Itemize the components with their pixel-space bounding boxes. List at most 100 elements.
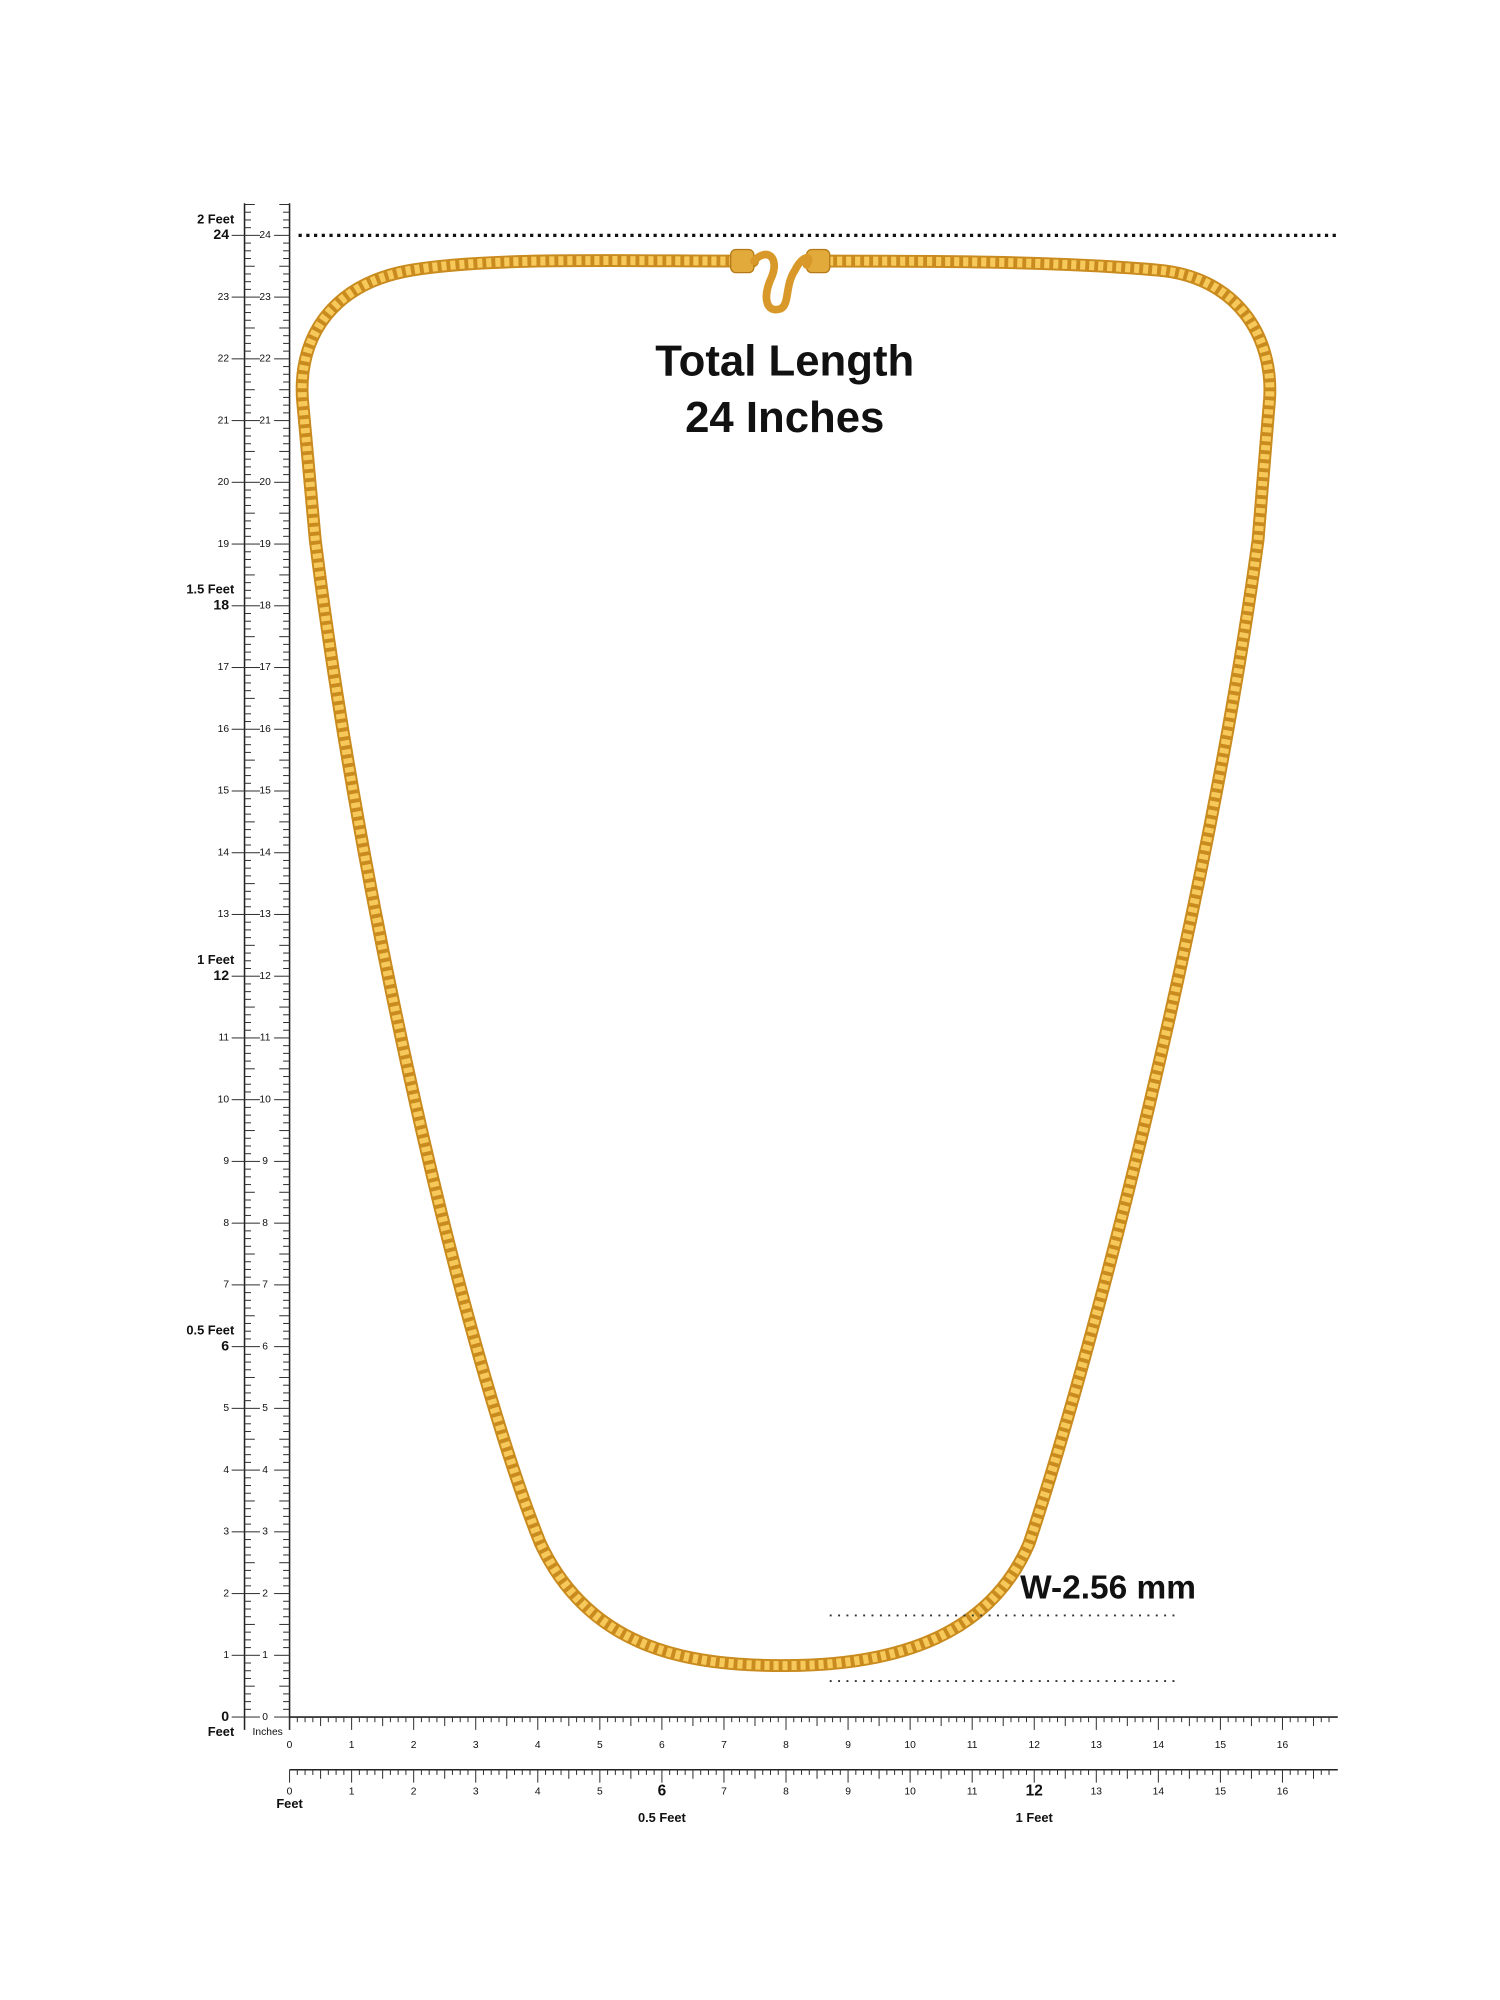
ruler-label: 19 [218, 539, 230, 550]
ruler-label: 21 [218, 415, 230, 426]
ruler-label: 15 [218, 786, 230, 797]
ruler-label: 7 [721, 1786, 727, 1797]
ruler-label: 4 [535, 1740, 541, 1751]
rulers: 0123456789101112131415161718192021222324… [186, 203, 1338, 1825]
ruler-label: 3 [473, 1786, 479, 1797]
ruler-label: 9 [845, 1786, 851, 1797]
ruler-label: 16 [1277, 1786, 1289, 1797]
clasp-hook [750, 250, 813, 314]
ruler-label: 8 [262, 1218, 268, 1229]
ruler-label: 14 [259, 847, 271, 858]
ruler-label: 18 [259, 601, 271, 612]
ruler-label: 1 [349, 1786, 355, 1797]
ruler-label: 10 [904, 1740, 916, 1751]
ruler-label: 0 [221, 1708, 229, 1724]
ruler-label: 5 [597, 1740, 603, 1751]
ruler-label: 8 [223, 1218, 229, 1229]
ruler-label: 2 [262, 1588, 268, 1599]
ruler-label: 12 [213, 967, 229, 983]
title-line: Total Length [655, 337, 914, 386]
ruler-label: 23 [218, 292, 230, 303]
ruler-label: 6 [262, 1341, 268, 1352]
ruler-label: 12 [259, 971, 271, 982]
ruler-label: 13 [1091, 1740, 1103, 1751]
ruler-label: 18 [213, 597, 229, 613]
ruler-label: 20 [259, 477, 271, 488]
ruler-label: 7 [262, 1280, 268, 1291]
ruler-label: 16 [218, 724, 230, 735]
ruler-label: 1 [349, 1740, 355, 1751]
ruler-label: 4 [262, 1465, 268, 1476]
ruler-label: 2 [411, 1740, 417, 1751]
ruler-label: 10 [259, 1094, 271, 1105]
ruler-label: 22 [218, 354, 230, 365]
ruler-label: 15 [1215, 1740, 1227, 1751]
ruler-label: 6 [221, 1337, 229, 1353]
ruler-label: 1 [262, 1650, 268, 1661]
ruler-label: 5 [597, 1786, 603, 1797]
ruler-label: 0 [287, 1740, 293, 1751]
ruler-label: 2 [411, 1786, 417, 1797]
ruler-label: 17 [259, 662, 271, 673]
ruler-label: 19 [259, 539, 271, 550]
ruler-label: 11 [967, 1786, 978, 1797]
feet-label: 0.5 Feet [638, 1810, 687, 1825]
ruler-label: 15 [259, 786, 271, 797]
feet-label: 0.5 Feet [186, 1323, 235, 1338]
ruler-label: 4 [535, 1786, 541, 1797]
ruler-label: 24 [259, 230, 271, 241]
feet-label: 2 Feet [197, 211, 235, 226]
ruler-label: 24 [213, 226, 229, 242]
ruler-label: 12 [1029, 1740, 1041, 1751]
ruler-label: 10 [904, 1786, 916, 1797]
unit-label: Feet [208, 1724, 235, 1739]
ruler-label: 13 [1091, 1786, 1103, 1797]
necklace [295, 248, 1277, 1673]
ruler-label: 13 [259, 909, 271, 920]
ruler-label: 3 [473, 1740, 479, 1751]
ruler-label: 17 [218, 662, 230, 673]
ruler-label: 9 [845, 1740, 851, 1751]
ruler-label: 8 [783, 1786, 789, 1797]
ruler-label: 16 [1277, 1740, 1289, 1751]
ruler-label: 2 [223, 1588, 229, 1599]
ruler-label: 7 [721, 1740, 727, 1751]
ruler-label: 10 [218, 1094, 230, 1105]
ruler-label: 5 [223, 1403, 229, 1414]
ruler-label: 1 [223, 1650, 229, 1661]
unit-label: Inches [253, 1727, 283, 1738]
ruler-label: 5 [262, 1403, 268, 1414]
ruler-label: 6 [658, 1783, 667, 1800]
ruler-label: 14 [1153, 1740, 1165, 1751]
ruler-label: 9 [262, 1156, 268, 1167]
ruler-label: 9 [223, 1156, 229, 1167]
ruler-label: 14 [1153, 1786, 1165, 1797]
title-line: 24 Inches [685, 393, 884, 442]
unit-label: Feet [276, 1796, 303, 1811]
ruler-label: 0 [287, 1786, 293, 1797]
ruler-label: 3 [262, 1527, 268, 1538]
ruler-label: 11 [967, 1740, 978, 1751]
ruler-label: 12 [1026, 1783, 1043, 1800]
ruler-label: 8 [783, 1740, 789, 1751]
ruler-label: 11 [218, 1033, 229, 1044]
feet-label: 1 Feet [1016, 1810, 1054, 1825]
ruler-label: 4 [223, 1465, 229, 1476]
ruler-label: 3 [223, 1527, 229, 1538]
ruler-label: 16 [259, 724, 271, 735]
chain-links [297, 256, 1275, 1671]
ruler-label: 11 [260, 1033, 271, 1044]
ruler-label: 13 [218, 909, 230, 920]
ruler-label: 7 [223, 1280, 229, 1291]
width-label: W-2.56 mm [1020, 1570, 1196, 1607]
ruler-label: 20 [218, 477, 230, 488]
ruler-label: 0 [262, 1712, 268, 1723]
ruler-label: 15 [1215, 1786, 1227, 1797]
ruler-label: 6 [659, 1740, 665, 1751]
ruler-label: 21 [259, 415, 271, 426]
feet-label: 1 Feet [197, 952, 235, 967]
feet-label: 1.5 Feet [186, 582, 235, 597]
ruler-label: 23 [259, 292, 271, 303]
